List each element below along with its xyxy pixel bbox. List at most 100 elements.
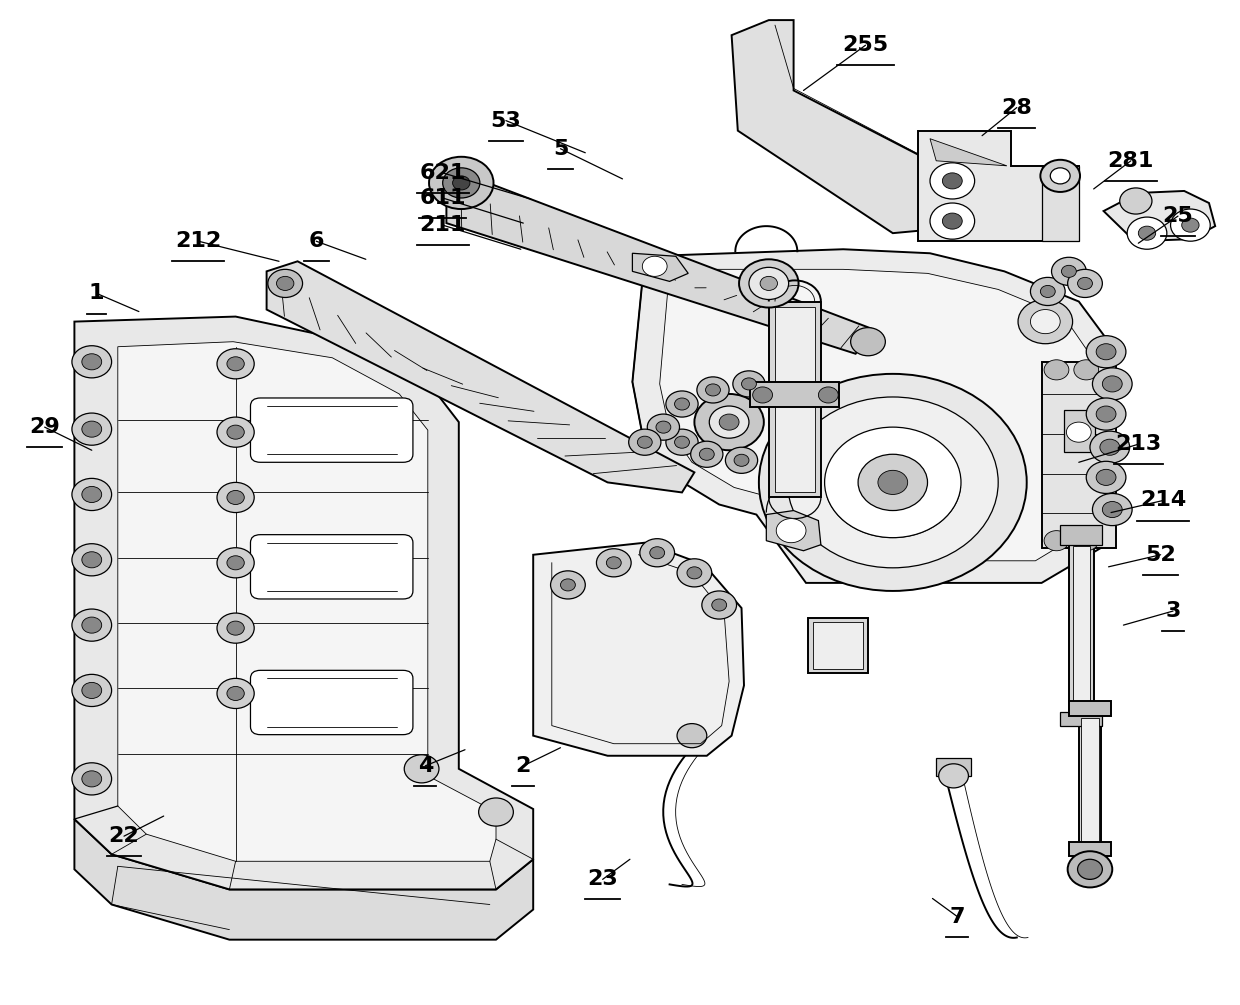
Circle shape <box>709 406 749 438</box>
Circle shape <box>939 764 968 788</box>
Text: 212: 212 <box>175 231 222 251</box>
Circle shape <box>227 490 244 505</box>
Bar <box>1081 718 1099 846</box>
Bar <box>1060 525 1102 545</box>
Circle shape <box>749 267 789 299</box>
Circle shape <box>666 391 698 417</box>
Circle shape <box>429 157 494 209</box>
Circle shape <box>217 678 254 709</box>
Circle shape <box>1044 360 1069 380</box>
Circle shape <box>759 374 1027 591</box>
Circle shape <box>217 349 254 379</box>
Polygon shape <box>660 269 1094 561</box>
Text: 281: 281 <box>1107 151 1154 171</box>
Circle shape <box>1102 376 1122 392</box>
Polygon shape <box>732 20 936 233</box>
Circle shape <box>719 414 739 430</box>
Text: 23: 23 <box>588 869 618 889</box>
Circle shape <box>1096 344 1116 360</box>
Bar <box>1069 701 1111 716</box>
Bar <box>1079 714 1101 849</box>
Circle shape <box>560 579 575 591</box>
Circle shape <box>1171 209 1210 241</box>
Circle shape <box>1068 269 1102 297</box>
Circle shape <box>453 176 470 190</box>
Circle shape <box>72 674 112 707</box>
Polygon shape <box>118 342 496 861</box>
Circle shape <box>1044 531 1069 551</box>
Text: 1: 1 <box>89 283 104 304</box>
Bar <box>1060 712 1102 726</box>
Circle shape <box>596 549 631 577</box>
Text: 29: 29 <box>30 417 60 437</box>
Circle shape <box>697 377 729 403</box>
Circle shape <box>851 328 885 356</box>
Circle shape <box>82 354 102 370</box>
Circle shape <box>734 454 749 466</box>
Circle shape <box>712 599 727 611</box>
Text: 213: 213 <box>1115 434 1162 454</box>
Circle shape <box>227 425 244 439</box>
Text: 22: 22 <box>109 826 139 846</box>
Circle shape <box>647 414 680 440</box>
Circle shape <box>1030 310 1060 334</box>
Circle shape <box>825 427 961 538</box>
Circle shape <box>277 276 294 290</box>
Circle shape <box>1030 277 1065 306</box>
Polygon shape <box>1104 191 1215 241</box>
FancyBboxPatch shape <box>250 398 413 462</box>
Circle shape <box>642 256 667 276</box>
Circle shape <box>227 556 244 570</box>
Circle shape <box>1078 277 1092 289</box>
Polygon shape <box>533 543 744 756</box>
Circle shape <box>551 571 585 599</box>
Circle shape <box>753 387 773 403</box>
Circle shape <box>640 539 675 567</box>
Circle shape <box>706 384 720 396</box>
Polygon shape <box>446 179 874 354</box>
Circle shape <box>227 357 244 371</box>
Circle shape <box>606 557 621 569</box>
Circle shape <box>1078 859 1102 879</box>
Circle shape <box>760 276 777 290</box>
Polygon shape <box>1042 362 1116 548</box>
Circle shape <box>930 203 975 239</box>
Circle shape <box>72 478 112 511</box>
Bar <box>1073 546 1090 716</box>
Circle shape <box>699 448 714 460</box>
Text: 5: 5 <box>553 139 568 159</box>
Circle shape <box>217 613 254 643</box>
Circle shape <box>1092 493 1132 526</box>
Text: 52: 52 <box>1146 545 1176 565</box>
Circle shape <box>739 259 799 308</box>
Text: 6: 6 <box>309 231 324 251</box>
Circle shape <box>1086 461 1126 493</box>
Bar <box>775 307 815 492</box>
Circle shape <box>1018 299 1073 344</box>
Circle shape <box>1182 218 1199 232</box>
Circle shape <box>1052 257 1086 285</box>
Circle shape <box>1050 168 1070 184</box>
Circle shape <box>675 436 689 448</box>
Circle shape <box>1068 851 1112 887</box>
Circle shape <box>694 394 764 450</box>
Circle shape <box>677 559 712 587</box>
Circle shape <box>1086 398 1126 430</box>
Polygon shape <box>766 511 821 551</box>
Circle shape <box>1066 422 1091 442</box>
Circle shape <box>82 552 102 568</box>
Bar <box>750 382 839 407</box>
Circle shape <box>1090 431 1130 463</box>
Bar <box>936 758 971 776</box>
Circle shape <box>629 429 661 455</box>
Circle shape <box>217 548 254 578</box>
Circle shape <box>82 421 102 437</box>
Bar <box>1069 543 1094 719</box>
Circle shape <box>725 447 758 473</box>
Circle shape <box>942 213 962 229</box>
Circle shape <box>217 417 254 447</box>
Circle shape <box>1120 188 1152 214</box>
Polygon shape <box>632 249 1116 583</box>
Text: 211: 211 <box>419 215 466 235</box>
Circle shape <box>1096 406 1116 422</box>
